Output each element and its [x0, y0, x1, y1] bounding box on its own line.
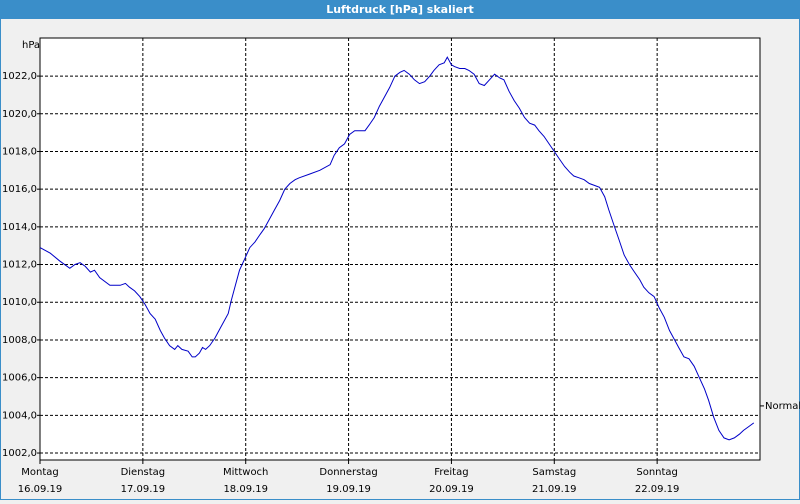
x-tick-label: Mittwoch — [223, 467, 268, 478]
x-tick-label: Donnerstag — [319, 467, 377, 478]
y-tick-label: 1022,0 — [2, 71, 37, 82]
y-tick-label: 1010,0 — [2, 297, 37, 308]
y-tick-label: 1006,0 — [2, 373, 37, 384]
y-tick-label: 1016,0 — [2, 184, 37, 195]
y-tick-label: 1018,0 — [2, 146, 37, 157]
x-tick-date: 19.09.19 — [326, 484, 371, 495]
y-tick-label: 1004,0 — [2, 410, 37, 421]
y-tick-label: 1014,0 — [2, 222, 37, 233]
x-tick-date: 16.09.19 — [18, 484, 63, 495]
y-tick-label: 1008,0 — [2, 335, 37, 346]
plot-area — [39, 37, 761, 461]
y-tick-label: 1020,0 — [2, 109, 37, 120]
x-tick-date: 17.09.19 — [121, 484, 166, 495]
x-tick-label: Samstag — [532, 467, 576, 478]
chart-title: Luftdruck [hPa] skaliert — [326, 3, 474, 16]
y-tick-label: 1002,0 — [2, 448, 37, 459]
y-tick-label: 1012,0 — [2, 260, 37, 271]
x-tick-label: Montag — [21, 467, 58, 478]
x-tick-label: Dienstag — [121, 467, 166, 478]
x-tick-label: Sonntag — [636, 467, 678, 478]
x-tick-date: 20.09.19 — [429, 484, 474, 495]
title-bar — [0, 0, 800, 19]
normal-label: Normal — [765, 401, 800, 412]
x-tick-date: 21.09.19 — [532, 484, 577, 495]
y-axis-label: hPa — [22, 40, 40, 51]
x-tick-label: Freitag — [434, 467, 468, 478]
x-tick-date: 22.09.19 — [635, 484, 680, 495]
pressure-line — [39, 56, 755, 441]
x-tick-date: 18.09.19 — [223, 484, 268, 495]
